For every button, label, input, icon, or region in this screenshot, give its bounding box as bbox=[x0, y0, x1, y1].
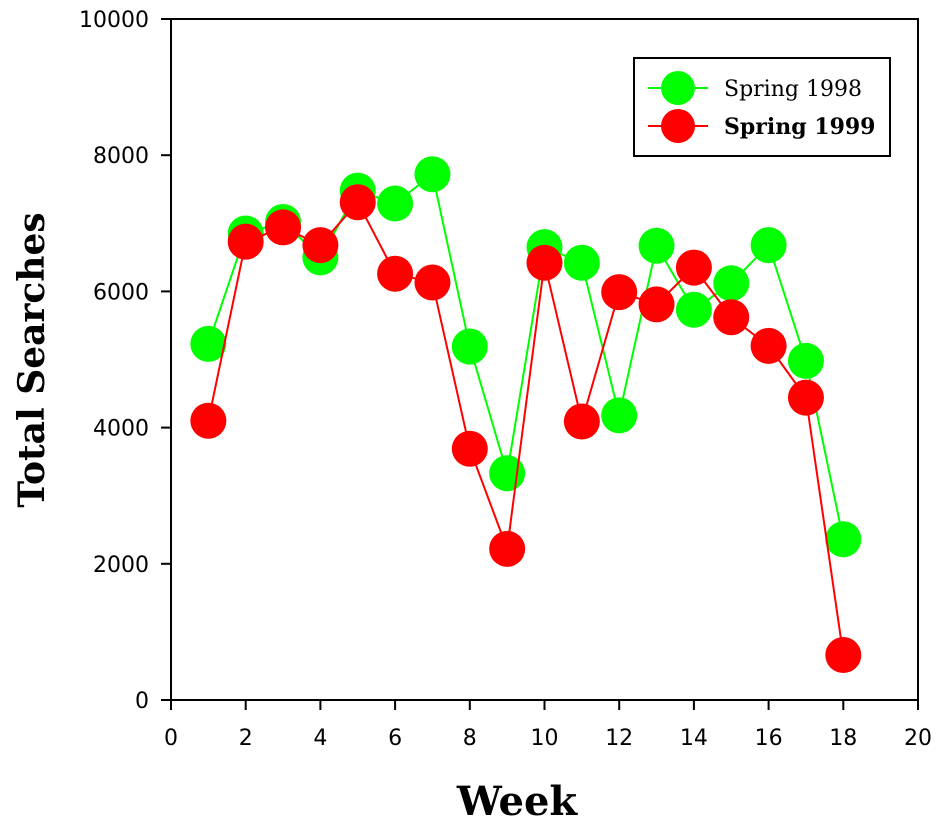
data-point-spring-1999 bbox=[675, 249, 712, 286]
x-tick-label: 8 bbox=[463, 726, 477, 751]
data-point-spring-1999 bbox=[414, 264, 451, 301]
x-tick-label: 2 bbox=[239, 726, 253, 751]
y-tick-label: 8000 bbox=[93, 144, 149, 169]
data-point-spring-1999 bbox=[713, 299, 750, 336]
data-point-spring-1999 bbox=[451, 430, 488, 467]
data-point-spring-1999 bbox=[638, 286, 675, 323]
x-axis-title: Week bbox=[456, 778, 579, 822]
data-point-spring-1998 bbox=[563, 244, 600, 281]
y-tick-label: 10000 bbox=[79, 8, 149, 33]
data-point-spring-1999 bbox=[750, 327, 787, 364]
x-tick-label: 18 bbox=[829, 726, 857, 751]
x-tick-label: 14 bbox=[680, 726, 708, 751]
legend-marker-spring-1999 bbox=[661, 109, 695, 143]
data-point-spring-1999 bbox=[787, 379, 824, 416]
data-point-spring-1998 bbox=[675, 291, 712, 328]
y-tick-label: 4000 bbox=[93, 417, 149, 442]
data-point-spring-1999 bbox=[190, 402, 227, 439]
x-tick-label: 0 bbox=[164, 726, 178, 751]
legend: Spring 1998 Spring 1999 bbox=[633, 57, 891, 157]
data-point-spring-1998 bbox=[451, 328, 488, 365]
data-point-spring-1999 bbox=[377, 255, 414, 292]
data-point-spring-1999 bbox=[302, 227, 339, 264]
legend-label-spring-1998: Spring 1998 bbox=[724, 77, 862, 102]
data-point-spring-1999 bbox=[526, 244, 563, 281]
data-point-spring-1998 bbox=[601, 397, 638, 434]
data-point-spring-1999 bbox=[825, 637, 862, 674]
y-tick-label: 6000 bbox=[93, 280, 149, 305]
data-point-spring-1998 bbox=[787, 342, 824, 379]
data-point-spring-1998 bbox=[825, 521, 862, 558]
legend-marker-spring-1998 bbox=[661, 71, 695, 105]
data-point-spring-1999 bbox=[339, 184, 376, 221]
data-point-spring-1998 bbox=[377, 185, 414, 222]
y-tick-label: 0 bbox=[135, 689, 149, 714]
x-tick-label: 12 bbox=[605, 726, 633, 751]
data-point-spring-1999 bbox=[489, 530, 526, 567]
legend-label-spring-1999: Spring 1999 bbox=[724, 114, 876, 140]
data-point-spring-1999 bbox=[601, 274, 638, 311]
x-tick-label: 4 bbox=[313, 726, 327, 751]
data-point-spring-1999 bbox=[265, 209, 302, 246]
data-point-spring-1999 bbox=[563, 403, 600, 440]
data-point-spring-1998 bbox=[489, 455, 526, 492]
y-tick-label: 2000 bbox=[93, 553, 149, 578]
data-point-spring-1998 bbox=[414, 156, 451, 193]
series-layer bbox=[190, 156, 862, 674]
x-tick-label: 6 bbox=[388, 726, 402, 751]
series-spring-1999 bbox=[190, 184, 862, 674]
x-tick-label: 10 bbox=[531, 726, 559, 751]
data-point-spring-1998 bbox=[638, 227, 675, 264]
y-axis-title: Total Searches bbox=[11, 212, 53, 507]
axes bbox=[161, 18, 919, 710]
data-point-spring-1999 bbox=[227, 223, 264, 260]
x-tick-label: 20 bbox=[904, 726, 932, 751]
tick-labels: 0 2 4 6 8 10 12 14 16 18 20 0 2000 4000 6000 8000 10000 bbox=[79, 8, 932, 751]
x-tick-label: 16 bbox=[755, 726, 783, 751]
data-point-spring-1998 bbox=[713, 265, 750, 302]
data-point-spring-1998 bbox=[190, 325, 227, 362]
data-point-spring-1998 bbox=[750, 227, 787, 264]
